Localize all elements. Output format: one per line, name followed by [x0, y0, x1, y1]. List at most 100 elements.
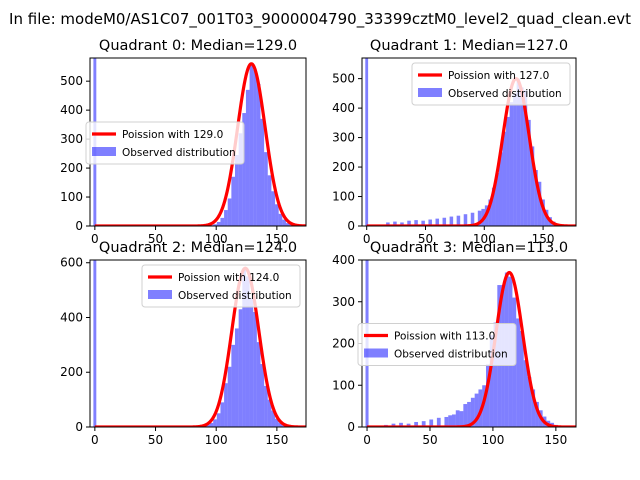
histogram-bar [275, 204, 279, 226]
histogram-bar [391, 423, 396, 427]
figure-suptitle: In file: modeM0/AS1C07_001T03_9000004790… [9, 10, 631, 29]
histogram-bar [271, 410, 276, 427]
histogram-bar [456, 215, 461, 226]
histogram-bar [216, 413, 221, 427]
y-tick-label: 500 [60, 74, 83, 88]
histogram-bar [242, 113, 246, 226]
histogram-bar [285, 223, 290, 226]
histogram-bar [253, 69, 257, 226]
histogram-bar [489, 335, 494, 427]
histogram-bar [414, 220, 418, 226]
histogram-bar [235, 328, 239, 427]
histogram-bar [238, 309, 243, 427]
x-tick-label: 0 [363, 433, 371, 447]
histogram-bar [442, 217, 447, 226]
histogram-bar [278, 422, 283, 427]
histogram-bar [235, 155, 239, 226]
histogram-bar [491, 187, 496, 226]
histogram-bar [470, 397, 475, 427]
x-tick-label: 150 [265, 433, 288, 447]
histogram-bar [470, 212, 475, 226]
y-tick-label: 100 [60, 190, 83, 204]
histogram-bar [519, 330, 524, 427]
histogram-bar [488, 199, 492, 226]
histogram-bar [414, 421, 419, 427]
legend-hist-swatch [364, 348, 388, 358]
histogram-bar [537, 181, 542, 226]
y-tick-label: 200 [60, 161, 83, 175]
histogram-bar [249, 298, 254, 427]
histogram-bar [429, 419, 434, 427]
y-tick-label: 200 [332, 337, 355, 351]
poisson-fit-line [93, 266, 306, 427]
histogram-bar [278, 213, 283, 226]
y-tick-label: 200 [332, 160, 355, 174]
histogram-bar [227, 198, 232, 226]
histogram-bar-zero-spike [365, 58, 369, 226]
legend-hist-label: Observed distribution [122, 147, 236, 159]
legend-fit-label: Poission with 129.0 [122, 129, 223, 141]
subplot-title: Quadrant 0: Median=129.0 [99, 38, 297, 54]
histogram-bar [495, 172, 499, 226]
histogram-bar [216, 221, 221, 226]
y-tick-label: 300 [332, 295, 355, 309]
y-tick-label: 200 [60, 365, 83, 379]
y-tick-label: 400 [60, 310, 83, 324]
histogram-bar [463, 404, 468, 427]
x-tick-label: 100 [481, 433, 504, 447]
histogram-bar [452, 414, 456, 427]
histogram-bar [209, 422, 214, 427]
subplot-title: Quadrant 2: Median=124.0 [99, 240, 297, 256]
legend-box [85, 121, 245, 165]
legend-box [411, 62, 571, 106]
histogram-bar [527, 119, 531, 226]
y-tick-label: 100 [332, 378, 355, 392]
histogram-bar [436, 417, 441, 427]
legend-hist-swatch [92, 147, 116, 156]
legend-hist-label: Observed distribution [394, 349, 508, 361]
histogram-bar [264, 152, 268, 226]
histogram-bar [224, 383, 228, 427]
histogram-bar [520, 87, 524, 226]
histogram-bar [541, 199, 545, 226]
histogram-bar [493, 322, 498, 427]
histogram-bar [231, 344, 236, 427]
histogram-bar [224, 210, 228, 226]
histogram-bar [485, 364, 490, 427]
x-tick-label: 0 [363, 232, 371, 246]
histogram-bar [463, 214, 468, 226]
histogram-bar [444, 416, 449, 427]
histogram-bar [449, 216, 454, 226]
histogram-bar [467, 401, 471, 427]
histogram-bar [534, 170, 538, 226]
histogram-bar [220, 402, 225, 427]
x-tick-label: 0 [91, 433, 99, 447]
subplot-quadrant-0: Quadrant 0: Median=129.0 0 50 100 150 0 100 200… [60, 38, 307, 246]
x-tick-label: 150 [532, 232, 555, 246]
histogram-bar [421, 421, 426, 427]
histogram-bar [205, 424, 210, 427]
histogram-bar [435, 218, 440, 226]
histogram-bar [267, 399, 272, 427]
histogram-bar [264, 385, 268, 427]
histogram-bar [428, 219, 432, 226]
histogram-bar [242, 268, 246, 427]
histogram-bar [271, 191, 276, 226]
x-tick-label: 50 [418, 232, 433, 246]
histogram-bar [249, 63, 254, 226]
y-tick-label: 500 [332, 72, 355, 86]
subplot-quadrant-1: Quadrant 1: Median=127.0 0 50 100 150 0 100 200… [332, 38, 577, 246]
histogram-bar [213, 419, 217, 427]
x-tick-label: 150 [265, 232, 288, 246]
histogram-bar [498, 152, 503, 226]
histogram-bar [477, 210, 482, 226]
legend-fit-label: Poission with 124.0 [178, 272, 279, 284]
axes-frame [361, 57, 577, 227]
subplot-quadrant-2: Quadrant 2: Median=124.0 0 50 100 150 0 200 400… [60, 240, 307, 447]
legend: Poission with 124.0 Observed distribution [141, 264, 301, 308]
histogram-bar [282, 219, 286, 226]
legend-hist-swatch [418, 88, 442, 97]
histogram-bar [523, 90, 528, 226]
histogram-bar [256, 342, 261, 427]
